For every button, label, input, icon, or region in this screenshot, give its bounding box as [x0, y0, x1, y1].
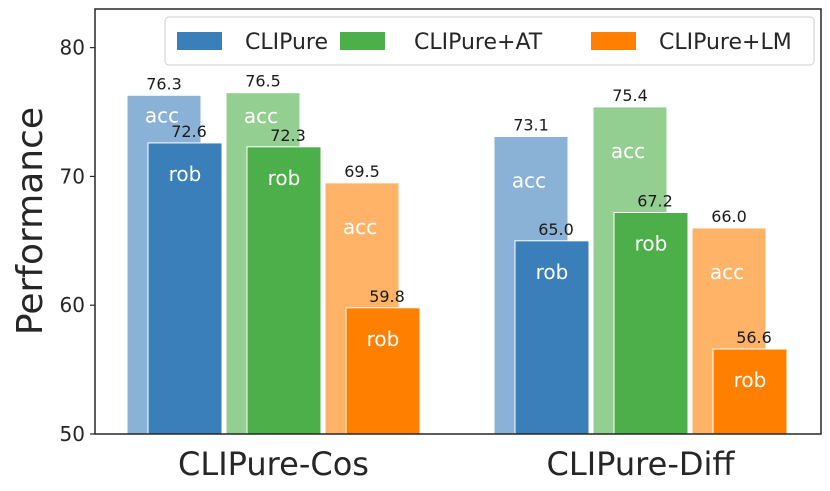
acc-bar-text: acc — [145, 104, 179, 128]
acc-value-label: 66.0 — [711, 207, 747, 226]
legend-swatch — [591, 32, 636, 50]
acc-value-label: 69.5 — [344, 162, 380, 181]
y-tick-label: 80 — [60, 36, 85, 60]
rob-bar-text: rob — [635, 231, 668, 255]
x-category-label: CLIPure-Diff — [547, 445, 736, 483]
rob-value-label: 65.0 — [538, 220, 574, 239]
x-category-label: CLIPure-Cos — [178, 445, 369, 483]
legend-swatch — [177, 32, 222, 50]
legend-entry-label: CLIPure+AT — [414, 30, 543, 55]
y-tick-label: 50 — [60, 422, 85, 446]
acc-value-label: 76.3 — [146, 74, 182, 93]
legend-box — [164, 16, 815, 66]
rob-value-label: 67.2 — [637, 191, 673, 210]
x-axis-categories: CLIPure-Cos CLIPure-Diff — [178, 445, 735, 483]
y-axis-ticks: 50 60 70 80 — [60, 36, 95, 446]
acc-value-label: 76.5 — [245, 72, 281, 91]
acc-value-label: 75.4 — [612, 86, 648, 105]
rob-value-label: 56.6 — [736, 328, 772, 347]
acc-bar-text: acc — [244, 104, 278, 128]
y-axis-label: Performance — [10, 107, 51, 335]
bar-rob-clipure-0 — [147, 142, 223, 435]
plot-frame — [94, 8, 822, 435]
acc-bar-text: acc — [512, 169, 546, 193]
bar-rob-clipure-at-0 — [246, 146, 322, 435]
rob-bar-text: rob — [268, 166, 301, 190]
legend-swatch — [340, 32, 385, 50]
acc-bar-text: acc — [611, 139, 645, 163]
rob-value-label: 72.6 — [171, 122, 207, 141]
acc-bar-text: acc — [710, 260, 744, 284]
legend-entry-label: CLIPure — [245, 30, 328, 55]
legend-entry-label: CLIPure+LM — [659, 30, 792, 55]
bar-rob-clipure-1 — [514, 240, 590, 435]
acc-bar-text: acc — [343, 215, 377, 239]
rob-bar-text: rob — [536, 260, 569, 284]
rob-bar-text: rob — [367, 327, 400, 351]
rob-bar-text: rob — [169, 162, 202, 186]
rob-bar-text: rob — [734, 368, 767, 392]
acc-value-label: 73.1 — [513, 116, 549, 135]
rob-value-label: 59.8 — [369, 287, 405, 306]
bar-rob-clipure-lm-0 — [345, 307, 421, 435]
legend: CLIPure CLIPure+AT CLIPure+LM — [164, 16, 815, 66]
y-tick-label: 60 — [60, 293, 85, 317]
y-tick-label: 70 — [60, 164, 85, 188]
bar-rob-clipure-at-1 — [613, 211, 689, 435]
rob-value-label: 72.3 — [270, 126, 306, 145]
